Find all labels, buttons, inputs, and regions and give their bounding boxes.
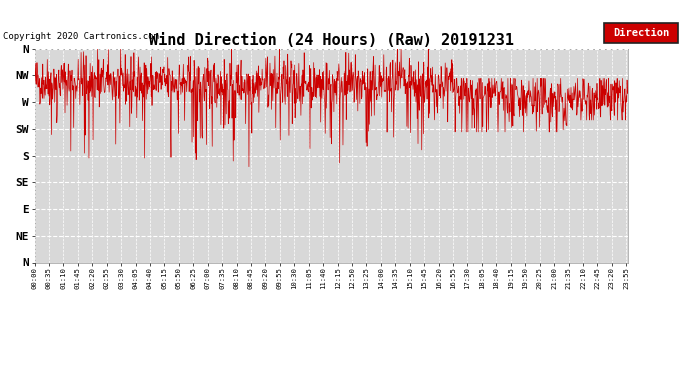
Text: Direction: Direction bbox=[613, 28, 669, 38]
Title: Wind Direction (24 Hours) (Raw) 20191231: Wind Direction (24 Hours) (Raw) 20191231 bbox=[149, 33, 513, 48]
Text: Copyright 2020 Cartronics.com: Copyright 2020 Cartronics.com bbox=[3, 32, 159, 41]
